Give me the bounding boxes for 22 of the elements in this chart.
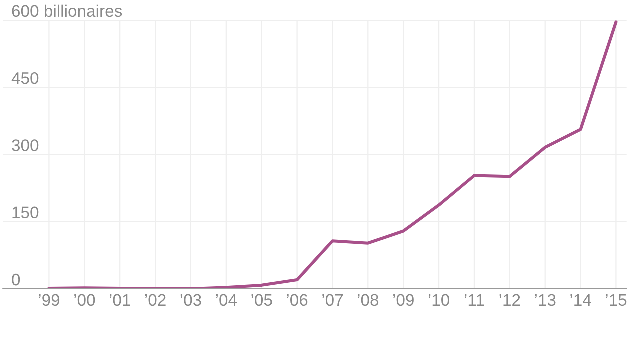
y-tick-label: 600 billionaires xyxy=(12,4,122,18)
x-tick-label: ’08 xyxy=(358,294,379,306)
y-tick-label: 150 xyxy=(12,206,39,219)
x-tick-label: ’13 xyxy=(535,294,556,306)
x-tick-label: ’02 xyxy=(145,294,166,306)
x-tick-label: ’01 xyxy=(110,294,130,306)
y-tick-label: 300 xyxy=(12,140,39,152)
x-tick-label: ’10 xyxy=(428,294,450,306)
y-tick-label: 450 xyxy=(12,72,39,84)
x-tick-label: ’00 xyxy=(74,294,96,306)
x-tick-label: ’04 xyxy=(216,294,238,306)
x-tick-label: ’99 xyxy=(39,294,60,306)
x-tick-label: ’09 xyxy=(394,294,414,306)
x-tick-label: ’07 xyxy=(322,294,344,306)
x-tick-label: ’11 xyxy=(464,294,484,306)
x-tick-label: ’06 xyxy=(287,294,308,306)
x-tick-label: ’15 xyxy=(606,294,627,306)
y-tick-label: 0 xyxy=(12,274,20,286)
x-tick-label: ’05 xyxy=(252,294,272,306)
x-tick-label: ’12 xyxy=(500,294,520,306)
x-tick-label: ’14 xyxy=(570,294,592,306)
x-tick-label: ’03 xyxy=(180,294,202,306)
